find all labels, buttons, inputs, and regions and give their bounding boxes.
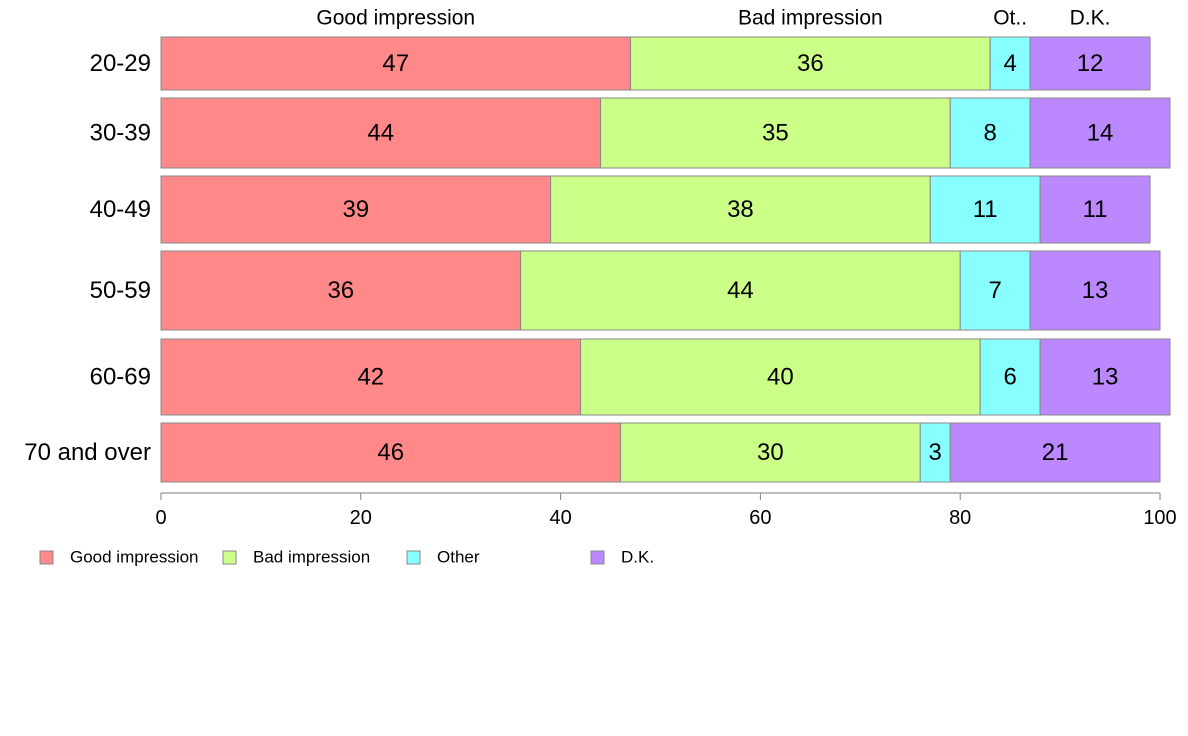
category-label: 60-69 [90, 364, 151, 391]
bar-segment [1039, 338, 1171, 416]
bar-value-label: 38 [727, 196, 754, 223]
x-tick-label: 60 [749, 507, 771, 529]
bar-segment [160, 97, 602, 169]
bar-segment [630, 36, 991, 91]
bar-value-label: 13 [1082, 277, 1109, 304]
category-label: 70 and over [24, 439, 151, 466]
bar-value-label: 21 [1042, 439, 1069, 466]
column-header-label: Bad impression [738, 7, 883, 30]
bar-segment [160, 422, 622, 483]
bar-segment [620, 422, 921, 483]
legend-swatch [39, 550, 54, 565]
legend-label: D.K. [621, 548, 654, 567]
bar-value-label: 4 [1003, 50, 1016, 77]
bar-value-label: 44 [367, 120, 394, 147]
bar-segment [1029, 36, 1151, 91]
bar-value-label: 8 [983, 120, 996, 147]
bar-value-label: 13 [1092, 364, 1119, 391]
bar-segment [949, 422, 1161, 483]
bar-segment [160, 36, 632, 91]
bar-value-label: 3 [929, 439, 942, 466]
bar-segment [949, 97, 1031, 169]
bar-value-label: 11 [973, 196, 998, 223]
bar-value-label: 40 [767, 364, 794, 391]
legend-swatch [406, 550, 421, 565]
bar-segment [520, 250, 961, 331]
x-tick-label: 40 [549, 507, 571, 529]
bar-segment [979, 338, 1041, 416]
x-tick-label: 20 [350, 507, 372, 529]
bar-segment [550, 175, 931, 244]
bar-segment [989, 36, 1031, 91]
bar-value-label: 42 [357, 364, 384, 391]
bar-segment [160, 175, 552, 244]
category-label: 50-59 [90, 277, 151, 304]
legend-label: Good impression [70, 548, 199, 567]
column-header-label: Good impression [316, 7, 475, 30]
bar-value-label: 30 [757, 439, 784, 466]
bar-value-label: 36 [327, 277, 354, 304]
bar-segment [1029, 97, 1171, 169]
category-label: 30-39 [90, 120, 151, 147]
bar-value-label: 44 [727, 277, 754, 304]
column-header-label: Ot.. [993, 7, 1027, 30]
bar-value-label: 46 [377, 439, 404, 466]
bar-segment [160, 250, 522, 331]
legend-swatch [222, 550, 237, 565]
column-header-label: D.K. [1070, 7, 1111, 30]
bar-value-label: 12 [1077, 50, 1104, 77]
bar-segment [600, 97, 951, 169]
bar-value-label: 47 [382, 50, 409, 77]
legend-label: Other [437, 548, 480, 567]
bar-value-label: 35 [762, 120, 789, 147]
bar-value-label: 14 [1087, 120, 1114, 147]
legend-label: Bad impression [253, 548, 370, 567]
x-tick-label: 0 [155, 507, 166, 529]
bar-segment [1039, 175, 1151, 244]
bar-value-label: 39 [342, 196, 369, 223]
bar-segment [580, 338, 981, 416]
x-tick-label: 100 [1143, 507, 1176, 529]
legend-swatch [590, 550, 605, 565]
x-tick-label: 80 [949, 507, 971, 529]
category-label: 40-49 [90, 196, 151, 223]
bar-segment [919, 422, 951, 483]
bar-segment [160, 338, 582, 416]
bar-value-label: 36 [797, 50, 824, 77]
bar-segment [1029, 250, 1161, 331]
bar-value-label: 7 [988, 277, 1001, 304]
category-label: 20-29 [90, 50, 151, 77]
bar-value-label: 6 [1003, 364, 1016, 391]
bar-value-label: 11 [1083, 196, 1108, 223]
